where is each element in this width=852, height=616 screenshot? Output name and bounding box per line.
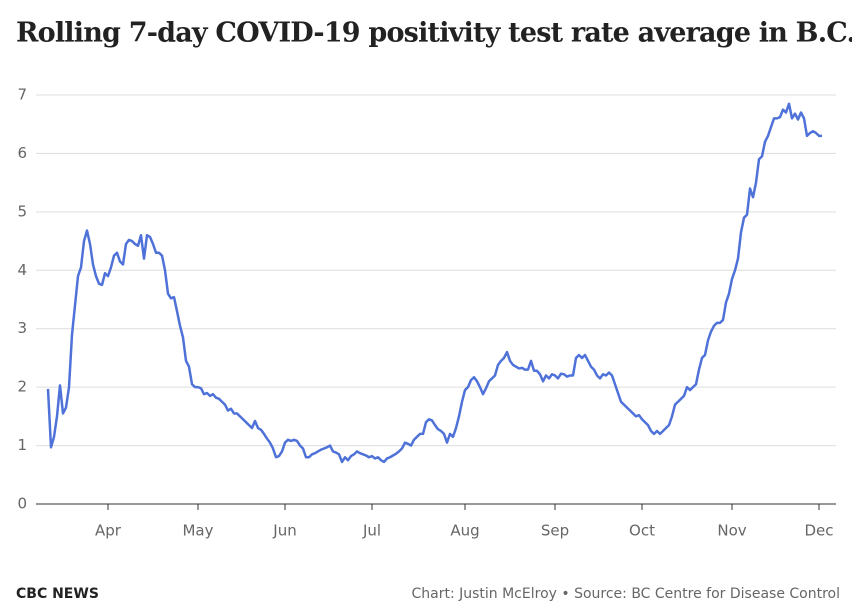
x-tick-label: Sep (541, 522, 569, 540)
x-tick-label: Jun (272, 522, 296, 540)
line (46, 102, 822, 464)
source: Chart: Justin McElroy • Source: BC Centr… (411, 586, 840, 602)
y-tick-label: 2 (17, 378, 27, 396)
chart-title: Rolling 7-day COVID-19 positivity test r… (16, 18, 852, 49)
x-tick-label: Jul (362, 522, 381, 540)
y-tick-label: 0 (17, 495, 27, 513)
x-tick-label: Apr (95, 522, 122, 540)
y-tick-label: 1 (17, 436, 27, 454)
y-tick-label: 4 (17, 261, 27, 279)
y-tick-label: 7 (17, 86, 27, 104)
x-tick-label: Dec (804, 522, 833, 540)
credit: CBC NEWS (16, 586, 99, 602)
x-tick-label: Nov (717, 522, 746, 540)
x-tick-label: May (182, 522, 213, 540)
y-tick-label: 3 (17, 319, 27, 337)
x-tick-label: Oct (629, 522, 655, 540)
y-tick-label: 5 (17, 202, 27, 220)
x-tick-label: Aug (450, 522, 479, 540)
y-tick-label: 6 (17, 144, 27, 162)
